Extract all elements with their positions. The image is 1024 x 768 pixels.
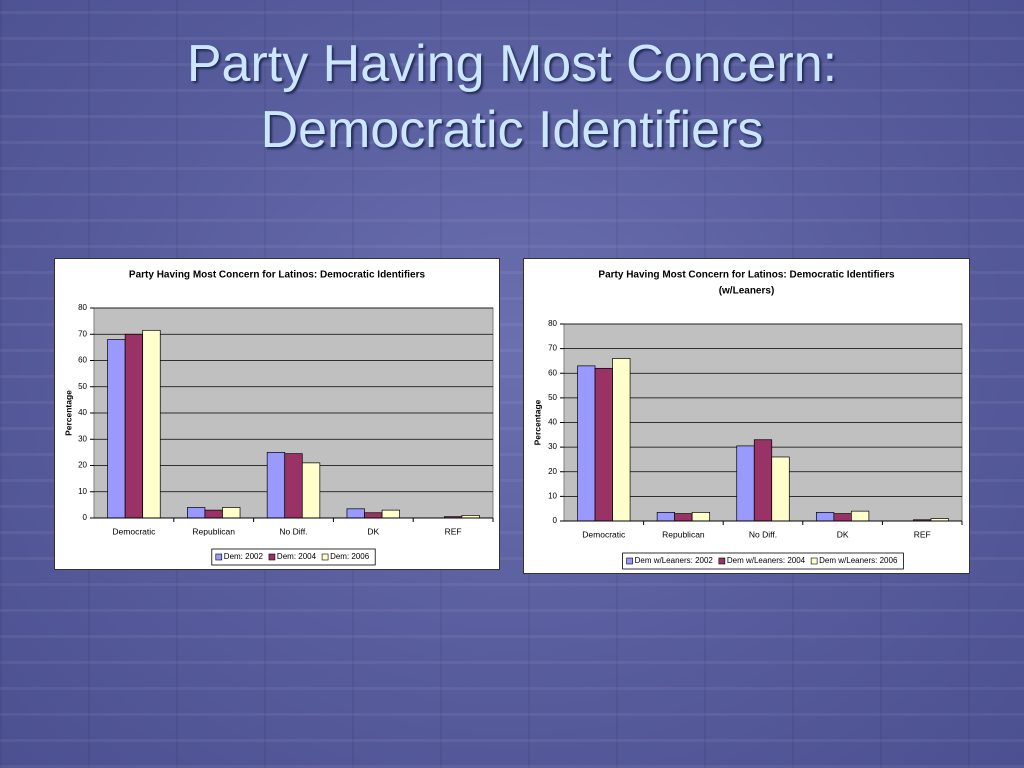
bar [656,512,675,522]
bar [284,453,303,519]
chart-title: Party Having Most Concern for Latinos: D… [598,270,895,281]
bar [833,513,852,522]
bar [364,512,383,519]
bar [691,512,711,522]
bar [204,509,223,519]
bar [577,365,596,522]
bar [815,512,835,522]
bar [674,513,693,522]
bar [124,333,144,519]
slide-title: Party Having Most Concern: [186,35,838,93]
slide-title: Democratic Identifiers [260,101,764,159]
legend: Dem: 2002 Dem: 2004 Dem: 2006 [211,548,376,566]
bar [753,439,773,522]
legend-swatch [718,557,726,565]
y-tick-label: 10 [78,487,87,496]
x-tick-label: No Diff. [749,529,777,539]
chart: Party Having Most Concern for Latinos: D… [523,258,970,574]
legend-label: Dem: 2002 [224,552,264,561]
legend: Dem w/Leaners: 2002 Dem w/Leaners: 2004 De… [622,552,904,570]
y-tick-label: 70 [548,344,557,353]
legend-swatch [321,553,329,561]
bar [107,339,126,519]
y-tick-label: 60 [78,356,87,365]
y-tick-label: 0 [83,513,88,522]
y-tick-label: 30 [548,442,557,451]
x-tick-label: Democratic [582,529,626,539]
chart: Party Having Most Concern for Latinos: D… [54,258,500,570]
bar [301,462,321,519]
x-tick-label: Democratic [112,526,156,536]
bar [266,452,286,519]
legend-swatch [215,553,223,561]
legend-label: Dem w/Leaners: 2002 [635,556,714,565]
legend-label: Dem w/Leaners: 2004 [727,556,806,565]
x-tick-label: No Diff. [279,526,307,536]
y-tick-label: 80 [78,303,87,312]
y-tick-label: 20 [548,467,557,476]
bar [736,445,755,522]
y-tick-label: 10 [548,491,557,500]
x-tick-label: DK [367,526,379,536]
x-tick-label: REF [914,529,931,539]
legend-swatch [626,557,633,565]
chart-subtitle: (w/Leaners) [719,286,775,297]
bar [851,510,870,522]
y-tick-label: 60 [548,368,557,377]
y-tick-label: 70 [78,329,87,338]
legend-label: Dem: 2004 [277,552,317,561]
x-tick-label: DK [837,529,849,539]
bar [346,508,365,519]
x-tick-label: Republican [662,529,705,539]
y-axis-label: Percentage [63,390,73,436]
legend-box [622,552,904,570]
legend-label: Dem w/Leaners: 2006 [819,556,898,565]
y-tick-label: 50 [78,382,87,391]
y-tick-label: 40 [78,408,87,417]
chart-title: Party Having Most Concern for Latinos: D… [129,270,426,281]
y-tick-label: 40 [548,418,557,427]
legend-label: Dem: 2006 [330,552,370,561]
bar [771,456,790,522]
bar [612,358,631,522]
y-tick-label: 20 [78,461,87,470]
y-tick-label: 50 [548,393,557,402]
legend-swatch [810,557,818,565]
x-tick-label: Republican [192,526,235,536]
y-axis-label: Percentage [532,399,542,445]
y-tick-label: 0 [553,516,558,525]
bar [594,367,613,522]
legend-box [211,548,376,566]
y-tick-label: 80 [548,319,557,328]
bar [381,509,400,519]
bar [187,507,206,519]
y-tick-label: 30 [78,434,87,443]
bar [142,329,161,519]
bar [222,507,241,519]
legend-swatch [268,553,276,561]
x-tick-label: REF [445,526,462,536]
